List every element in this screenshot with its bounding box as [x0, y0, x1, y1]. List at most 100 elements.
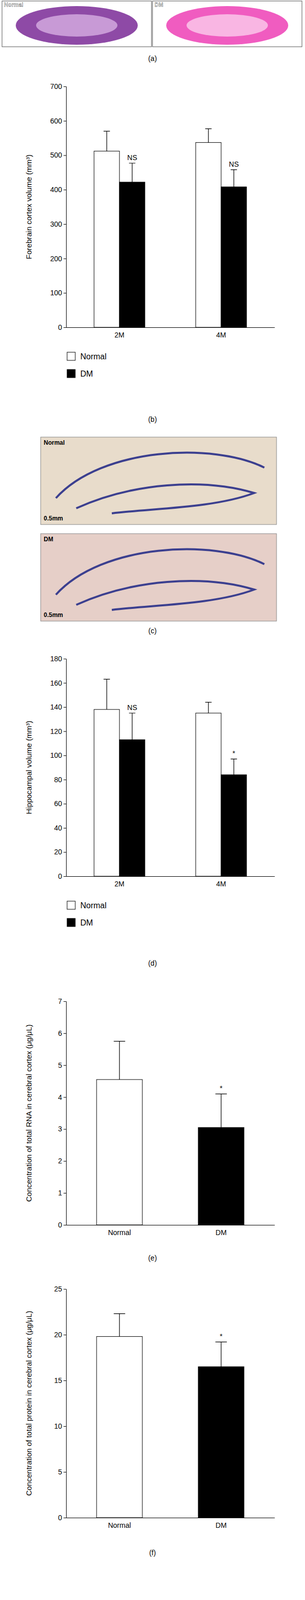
- tick-label: 0: [57, 1221, 63, 1230]
- axis-line: [66, 1517, 276, 1519]
- tick-mark: [63, 755, 67, 756]
- tick-label: 20: [53, 1330, 63, 1339]
- tick-label: 7: [57, 997, 63, 1006]
- axis-line: [66, 327, 276, 328]
- x-axis: 2M4M: [66, 876, 276, 889]
- tick-label: DM: [215, 1228, 227, 1237]
- photo-frame: [2, 1, 152, 47]
- tick-mark: [63, 1129, 67, 1130]
- tick: DM: [215, 1228, 227, 1237]
- tick: 20: [53, 847, 67, 857]
- tick-mark: [63, 1193, 67, 1194]
- tick-label: 2: [57, 1156, 63, 1166]
- cell-layer: [55, 549, 265, 595]
- brain-section: [166, 6, 289, 45]
- tick: 600: [50, 116, 67, 126]
- tick: 2: [57, 1156, 67, 1166]
- tick: 20: [53, 1330, 67, 1339]
- tick-mark: [63, 1472, 67, 1473]
- tick-label: 10: [53, 1422, 63, 1431]
- error-bar: [215, 1093, 228, 1128]
- tick-label: 6: [57, 1029, 63, 1038]
- tick-mark: [63, 189, 67, 191]
- tick-label: 20: [53, 847, 63, 857]
- tick-label: 600: [50, 116, 63, 126]
- bar-chart: * 0 5 10 15 20 25 Normal DM Concentration of tota…: [24, 1285, 276, 1558]
- error-bar: [113, 1314, 126, 1337]
- photo-label: DM: [154, 1, 164, 8]
- tick: 180: [50, 654, 67, 663]
- panel-caption: (b): [147, 415, 157, 424]
- tick: 25: [53, 1285, 67, 1294]
- tick-mark: [63, 1517, 67, 1519]
- legend-swatch: [67, 352, 76, 361]
- significance-label: NS: [127, 703, 137, 712]
- tick-mark: [63, 224, 67, 225]
- plot-area: [94, 128, 247, 328]
- tick-label: 400: [50, 185, 63, 194]
- figure: NormalDM(a)Normal0.5mmDM0.5mm(c)NSNS0100…: [0, 0, 305, 1600]
- tick-mark: [63, 1289, 67, 1290]
- scale-bar-label: 0.5mm: [43, 514, 64, 523]
- tick: 140: [50, 703, 67, 712]
- tick-label: 200: [50, 254, 63, 263]
- tick-label: 120: [50, 727, 63, 736]
- tick-mark: [63, 1001, 67, 1002]
- tick-mark: [63, 1097, 67, 1098]
- bar: [195, 142, 222, 328]
- axis-title: Concentration of total protein in cerebr…: [24, 1310, 34, 1497]
- legend-swatch: [67, 369, 76, 378]
- brain-inner: [186, 14, 268, 37]
- axis-line: [66, 1225, 276, 1226]
- photo-label: DM: [43, 535, 54, 543]
- tick-label: 0: [57, 323, 63, 332]
- error-bar: [129, 713, 136, 740]
- tick-mark: [63, 683, 67, 684]
- y-axis: 020406080100120140160180: [50, 654, 67, 881]
- tick-label: Normal: [107, 1521, 131, 1530]
- error-bar: [215, 1342, 228, 1367]
- tick: Normal: [107, 1521, 131, 1530]
- error-bar: [113, 1041, 126, 1080]
- tick: 120: [50, 727, 67, 736]
- bar: [96, 1336, 143, 1518]
- bar: [221, 774, 247, 877]
- tick-label: 0: [57, 872, 63, 881]
- significance-label: NS: [228, 160, 239, 169]
- photo-label: Normal: [43, 439, 65, 447]
- panel-caption: (a): [147, 54, 157, 63]
- tick-label: 140: [50, 703, 63, 712]
- tick-label: 2M: [114, 879, 125, 889]
- tick-label: 100: [50, 288, 63, 297]
- tick: 1: [57, 1188, 67, 1198]
- x-axis: 2M4M: [66, 327, 276, 340]
- tick-label: 1: [57, 1188, 63, 1198]
- legend: Normal DM: [67, 901, 107, 928]
- photo-label: Normal: [4, 1, 24, 8]
- tick: 5: [57, 1468, 67, 1477]
- tick-mark: [63, 86, 67, 87]
- tick-label: 3: [57, 1124, 63, 1134]
- tick-mark: [63, 155, 67, 156]
- significance-label: *: [219, 1332, 223, 1341]
- plot-area: [94, 679, 247, 877]
- tick: 500: [50, 150, 67, 160]
- legend-label: DM: [80, 918, 94, 928]
- tick: 0: [57, 872, 67, 881]
- tick-label: 60: [53, 799, 63, 808]
- tick-label: 5: [57, 1468, 63, 1477]
- tick-mark: [63, 1334, 67, 1336]
- legend-label: Normal: [80, 901, 107, 910]
- tick-label: 4: [57, 1093, 63, 1102]
- tick-label: 25: [53, 1285, 63, 1294]
- tick-mark: [63, 1161, 67, 1162]
- tick: DM: [215, 1521, 227, 1530]
- photo-frame: [40, 533, 277, 622]
- tick: 0: [57, 1513, 67, 1522]
- image-panel-c: Normal0.5mmDM0.5mm(c): [40, 437, 277, 635]
- tick: 15: [53, 1376, 67, 1385]
- tick-label: 160: [50, 679, 63, 688]
- tick-label: 500: [50, 150, 63, 160]
- tick-mark: [63, 707, 67, 708]
- tick-mark: [63, 828, 67, 829]
